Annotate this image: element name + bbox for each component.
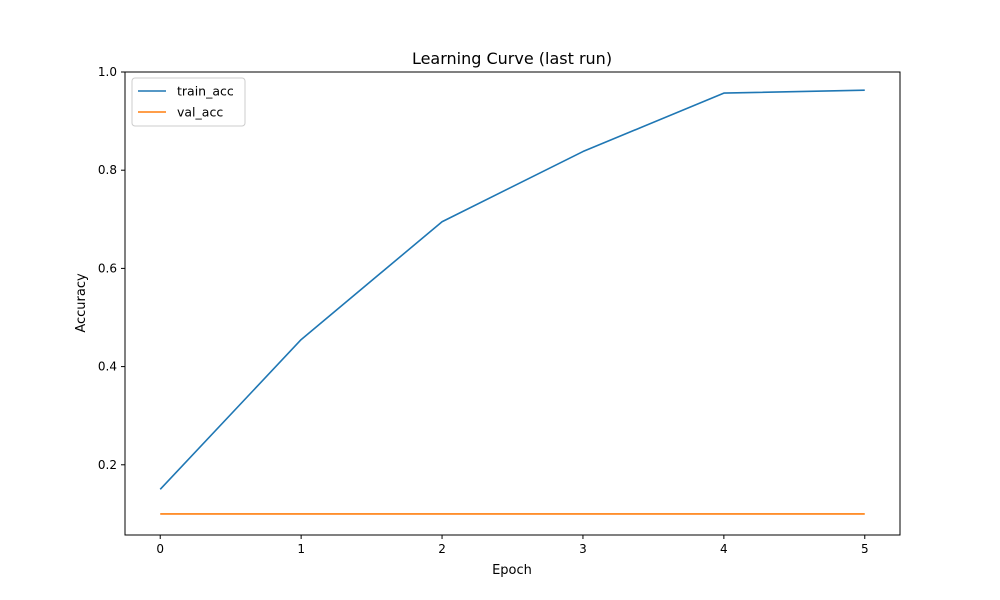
y-tick-label: 0.2 bbox=[98, 458, 117, 472]
x-tick-label: 0 bbox=[156, 542, 164, 556]
plot-area: 0 1 2 3 4 5 0.2 0.4 0.6 0.8 1.0 bbox=[98, 65, 901, 556]
x-tick-label: 3 bbox=[579, 542, 587, 556]
x-tick-label: 5 bbox=[861, 542, 869, 556]
chart-title: Learning Curve (last run) bbox=[412, 49, 612, 68]
series-line-train_acc bbox=[159, 89, 865, 490]
y-tick-label: 0.6 bbox=[98, 261, 117, 275]
legend: train_acc val_acc bbox=[131, 77, 246, 127]
legend-box bbox=[131, 77, 246, 127]
x-tick-label: 2 bbox=[438, 542, 446, 556]
legend-label-train_acc: train_acc bbox=[177, 84, 234, 99]
y-axis-label: Accuracy bbox=[74, 273, 89, 333]
x-axis: 0 1 2 3 4 5 bbox=[156, 535, 869, 556]
y-tick-label: 1.0 bbox=[98, 65, 117, 79]
series-lines bbox=[159, 89, 865, 515]
y-tick-label: 0.4 bbox=[98, 360, 117, 374]
x-tick-label: 1 bbox=[297, 542, 305, 556]
legend-label-val_acc: val_acc bbox=[177, 105, 223, 120]
axes-frame bbox=[124, 71, 901, 536]
y-tick-label: 0.8 bbox=[98, 163, 117, 177]
x-axis-label: Epoch bbox=[492, 563, 532, 578]
x-tick-label: 4 bbox=[720, 542, 728, 556]
y-axis: 0.2 0.4 0.6 0.8 1.0 bbox=[98, 65, 125, 472]
